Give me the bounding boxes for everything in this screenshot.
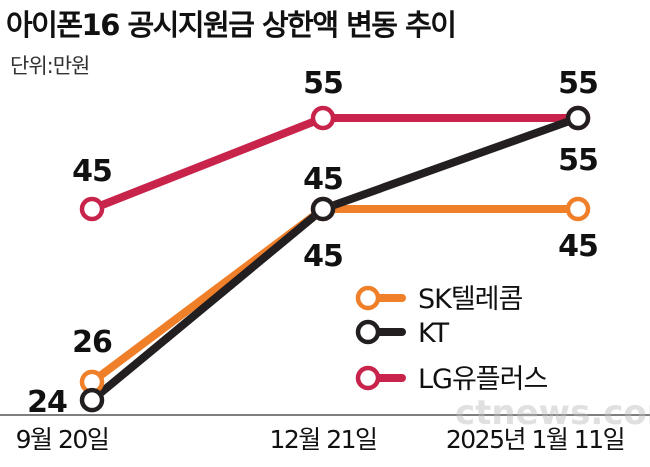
data-point [310, 105, 336, 131]
data-point [79, 387, 105, 413]
data-label: 55 [303, 66, 343, 101]
data-point [565, 196, 591, 222]
unit-label: 단위:만원 [10, 54, 90, 78]
data-point [565, 105, 591, 131]
data-label: 24 [27, 385, 67, 420]
chart-title: 아이폰16 공시지원금 상한액 변동 추이 [6, 8, 457, 42]
data-label: 55 [558, 66, 598, 101]
x-tick-label: 2025년 1월 11일 [446, 425, 624, 454]
x-tick-label: 9월 20일 [16, 425, 109, 454]
data-label: 45 [303, 239, 343, 274]
legend-label: KT [418, 318, 450, 349]
legend-marker [355, 285, 381, 311]
data-label: 55 [558, 143, 598, 178]
data-label: 45 [72, 154, 112, 189]
data-point [310, 196, 336, 222]
watermark: ctnews.com [455, 393, 650, 433]
legend-label: SK텔레콤 [418, 284, 523, 315]
data-point [79, 196, 105, 222]
legend-marker [355, 365, 381, 391]
data-label: 45 [558, 229, 598, 264]
x-tick-label: 12월 21일 [269, 425, 376, 454]
data-label: 45 [303, 162, 343, 197]
legend-marker [355, 319, 381, 345]
legend-label: LG유플러스 [418, 364, 547, 395]
data-label: 26 [72, 325, 112, 360]
